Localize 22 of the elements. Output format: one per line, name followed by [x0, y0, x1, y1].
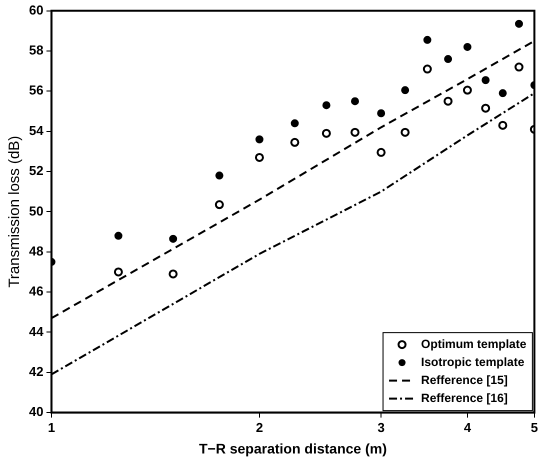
- legend-label: Refference [15]: [421, 372, 508, 387]
- y-tick-label: 56: [28, 82, 44, 98]
- y-tick-label: 42: [28, 364, 44, 379]
- y-tick-label: 40: [28, 404, 44, 420]
- y-tick-label: 52: [28, 163, 44, 178]
- y-axis-title: Transmission loss (dB): [6, 136, 24, 288]
- x-tick-label: 4: [464, 420, 472, 435]
- y-tick-label: 58: [28, 42, 44, 58]
- legend-label: Isotropic template: [421, 354, 525, 369]
- legend-label: Optimum template: [421, 336, 527, 351]
- x-axis-title: T−R separation distance (m): [198, 440, 387, 456]
- x-tick-label: 3: [377, 420, 385, 435]
- x-tick-label: 1: [48, 420, 56, 435]
- y-tick-label: 48: [28, 243, 44, 258]
- y-tick-label: 54: [28, 122, 44, 138]
- x-tick-label: 2: [256, 420, 264, 435]
- y-tick-label: 44: [28, 324, 44, 339]
- y-tick-label: 60: [28, 2, 44, 18]
- y-tick-label: 50: [28, 203, 44, 218]
- y-tick-label: 46: [28, 284, 44, 299]
- legend-label: Refference [16]: [421, 390, 508, 405]
- x-tick-label: 5: [530, 420, 538, 435]
